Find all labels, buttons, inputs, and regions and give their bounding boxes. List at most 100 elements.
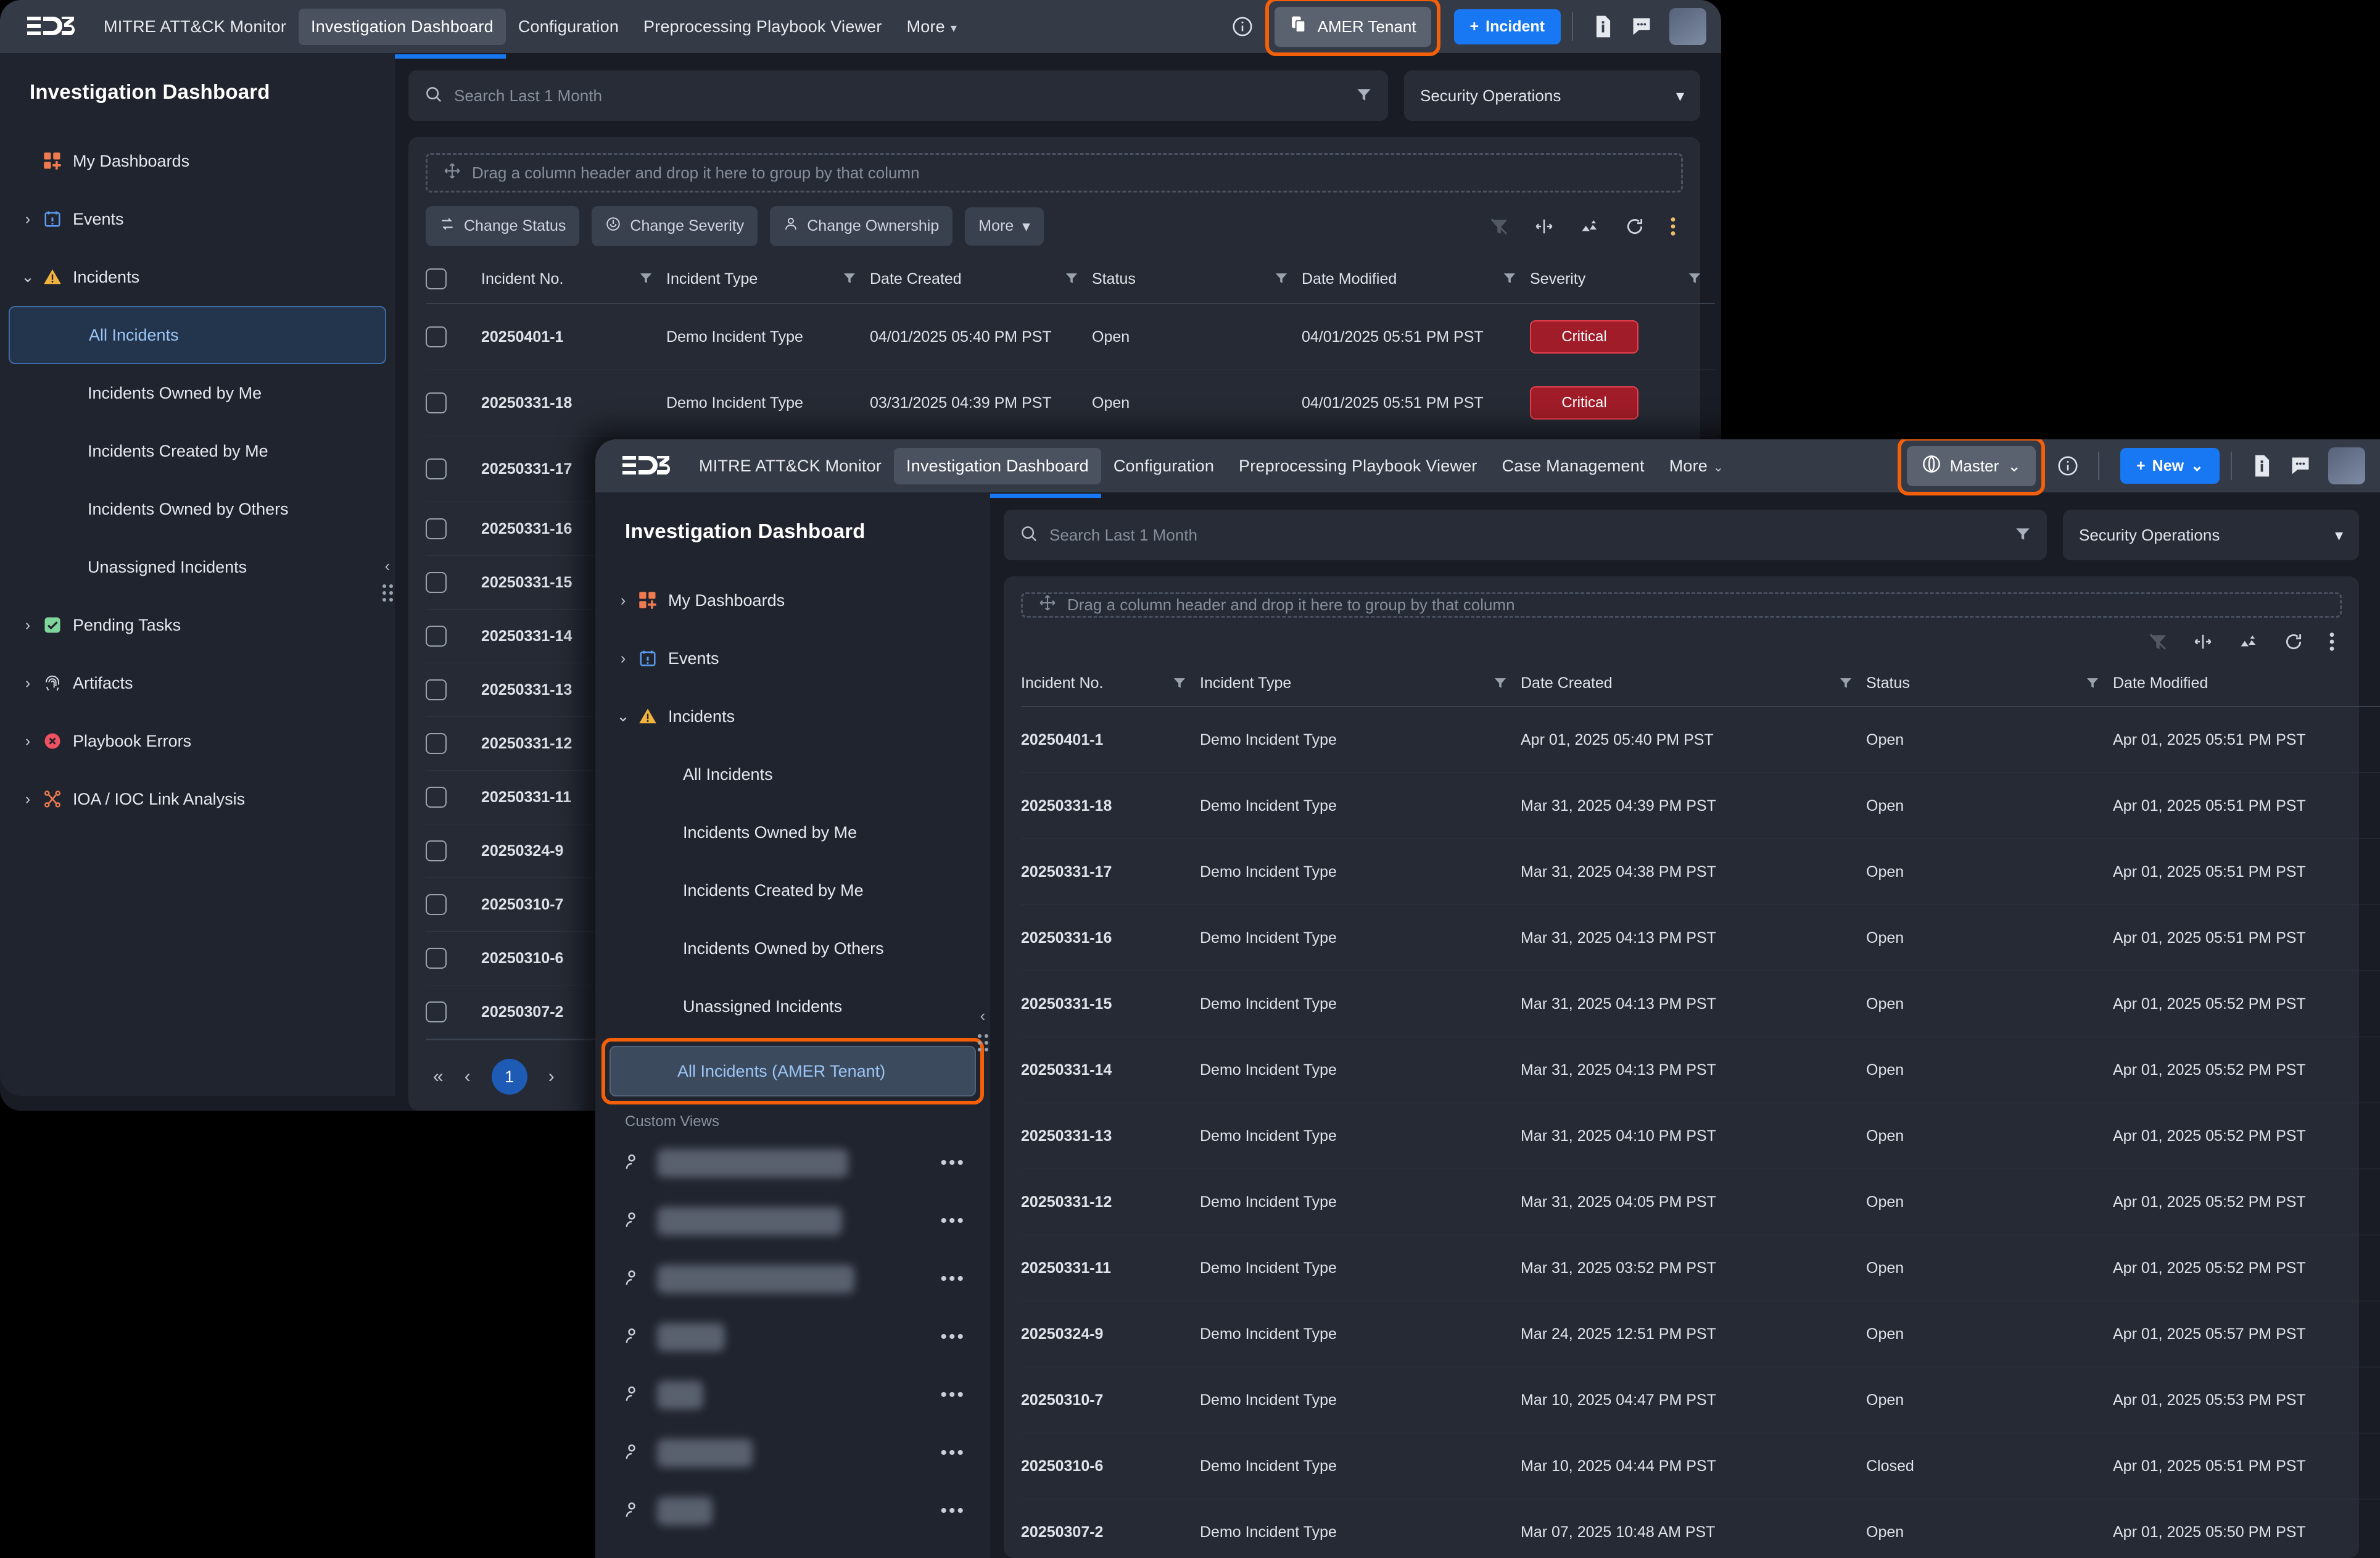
table-row[interactable]: 20250331-11 Demo Incident Type Mar 31, 202… — [1021, 1235, 2380, 1301]
info-icon[interactable] — [1228, 12, 1257, 41]
row-checkbox[interactable] — [426, 1001, 447, 1022]
security-operations-select[interactable]: Security Operations ▾ — [1404, 70, 1700, 121]
filter-icon[interactable] — [1356, 86, 1372, 106]
d3-logo[interactable] — [622, 453, 671, 479]
table-row[interactable]: 20250331-13 Demo Incident Type Mar 31, 202… — [1021, 1103, 2380, 1169]
expand-icon[interactable] — [2238, 632, 2259, 651]
chat-icon[interactable] — [2286, 452, 2315, 480]
view-options-icon[interactable]: ••• — [940, 1211, 965, 1231]
sidebar-item-unassigned-incidents[interactable]: Unassigned Incidents — [88, 557, 247, 576]
new-button[interactable]: + New ⌄ — [2120, 448, 2220, 484]
list-item[interactable]: ••• — [595, 1134, 990, 1192]
col-status[interactable]: Status — [1092, 257, 1302, 304]
sidebar-item-playbook-errors[interactable]: › Playbook Errors — [0, 712, 395, 770]
group-by-dropzone[interactable]: Drag a column header and drop it here to… — [1021, 592, 2342, 618]
refresh-icon[interactable] — [2284, 632, 2304, 652]
change-status-button[interactable]: Change Status — [426, 206, 580, 246]
row-select-cell[interactable] — [426, 609, 481, 663]
table-row[interactable]: 20250331-12 Demo Incident Type Mar 31, 202… — [1021, 1169, 2380, 1235]
sidebar-item-all-incidents[interactable]: All Incidents — [683, 764, 773, 784]
filter-icon[interactable] — [1494, 676, 1507, 694]
row-checkbox[interactable] — [426, 787, 447, 808]
row-checkbox[interactable] — [426, 518, 447, 539]
document-info-icon[interactable] — [1589, 12, 1618, 41]
table-row[interactable]: 20250310-7 Demo Incident Type Mar 10, 2025… — [1021, 1367, 2380, 1433]
col-incident-no[interactable]: Incident No. — [481, 257, 666, 304]
fit-columns-icon[interactable] — [1534, 217, 1555, 236]
sidebar-item-incidents[interactable]: ⌄ Incidents — [0, 248, 395, 306]
row-checkbox[interactable] — [426, 679, 447, 700]
table-row[interactable]: 20250401-1 Demo Incident Type Apr 01, 2025… — [1021, 706, 2380, 773]
list-item[interactable]: ••• — [595, 1192, 990, 1250]
row-checkbox[interactable] — [426, 733, 447, 754]
sidebar-item-incidents-owned-by-others[interactable]: Incidents Owned by Others — [88, 499, 289, 518]
sidebar-item-ioa-ioc-link-analysis[interactable]: › IOA / IOC Link Analysis — [0, 770, 395, 828]
row-select-cell[interactable] — [426, 436, 481, 502]
sidebar-item-all-incidents[interactable]: All Incidents — [9, 306, 386, 364]
filter-icon[interactable] — [1065, 271, 1078, 289]
search-input[interactable]: Search Last 1 Month — [408, 70, 1388, 121]
nav-investigation-dashboard[interactable]: Investigation Dashboard — [894, 447, 1101, 498]
expand-icon[interactable] — [1579, 217, 1600, 236]
security-operations-select[interactable]: Security Operations ▾ — [2063, 510, 2359, 560]
nav-more[interactable]: More ▾ — [895, 9, 970, 45]
pager-next[interactable]: › — [548, 1066, 555, 1087]
col-severity[interactable]: Severity — [1530, 257, 1715, 304]
row-select-cell[interactable] — [426, 824, 481, 878]
table-row[interactable]: 20250331-15 Demo Incident Type Mar 31, 202… — [1021, 971, 2380, 1037]
list-item[interactable]: ••• — [595, 1250, 990, 1308]
row-select-cell[interactable] — [426, 877, 481, 932]
more-actions-button[interactable]: More ▾ — [965, 207, 1044, 246]
search-input[interactable]: Search Last 1 Month — [1004, 510, 2047, 560]
filter-icon[interactable] — [1173, 676, 1186, 694]
filter-icon[interactable] — [1688, 271, 1701, 289]
filter-icon[interactable] — [639, 271, 653, 289]
sidebar-item-unassigned-incidents[interactable]: Unassigned Incidents — [683, 997, 843, 1016]
list-item[interactable]: ••• — [595, 1482, 990, 1540]
view-options-icon[interactable]: ••• — [940, 1269, 965, 1289]
sidebar-item-my-dashboards[interactable]: My Dashboards — [0, 132, 395, 190]
col-status[interactable]: Status — [1866, 663, 2113, 707]
sidebar-item-events[interactable]: › Events — [595, 629, 990, 687]
filter-icon[interactable] — [1503, 271, 1516, 289]
row-checkbox[interactable] — [426, 840, 447, 861]
pager-prev[interactable]: ‹ — [464, 1066, 471, 1087]
info-icon[interactable] — [2054, 452, 2082, 480]
clear-filter-icon[interactable] — [1489, 217, 1509, 236]
list-item[interactable]: ••• — [595, 1424, 990, 1482]
row-select-cell[interactable] — [426, 770, 481, 824]
nav-configuration[interactable]: Configuration — [518, 17, 619, 36]
nav-mitre-attack-monitor[interactable]: MITRE ATT&CK Monitor — [699, 456, 882, 475]
nav-more[interactable]: More ⌄ — [1657, 448, 1736, 484]
new-incident-button[interactable]: + Incident — [1453, 9, 1561, 44]
user-avatar[interactable] — [1669, 8, 1706, 45]
group-by-dropzone[interactable]: Drag a column header and drop it here to… — [426, 153, 1683, 193]
tenant-selector-button[interactable]: AMER Tenant — [1274, 6, 1431, 47]
col-incident-type[interactable]: Incident Type — [1200, 663, 1521, 707]
user-avatar[interactable] — [2328, 447, 2365, 484]
tenant-selector-button[interactable]: Master ⌄ — [1906, 445, 2036, 486]
view-options-icon[interactable]: ••• — [940, 1385, 965, 1405]
row-checkbox[interactable] — [426, 326, 447, 347]
row-select-cell[interactable] — [426, 370, 481, 436]
row-select-cell[interactable] — [426, 555, 481, 610]
row-checkbox[interactable] — [426, 894, 447, 915]
pager-page-1[interactable]: 1 — [491, 1059, 527, 1095]
table-row[interactable]: 20250331-16 Demo Incident Type Mar 31, 202… — [1021, 905, 2380, 971]
row-checkbox[interactable] — [426, 572, 447, 593]
table-row[interactable]: 20250401-1 Demo Incident Type 04/01/2025 0… — [426, 304, 1715, 370]
nav-mitre-attack-monitor[interactable]: MITRE ATT&CK Monitor — [104, 17, 287, 36]
col-incident-type[interactable]: Incident Type — [666, 257, 870, 304]
row-select-cell[interactable] — [426, 663, 481, 717]
col-date-created[interactable]: Date Created — [870, 257, 1092, 304]
sidebar-item-incidents-created-by-me[interactable]: Incidents Created by Me — [88, 441, 268, 460]
filter-icon[interactable] — [1839, 676, 1853, 694]
more-vertical-icon[interactable] — [2328, 631, 2336, 652]
refresh-icon[interactable] — [1625, 217, 1645, 236]
row-checkbox[interactable] — [426, 392, 447, 413]
col-date-created[interactable]: Date Created — [1521, 663, 1866, 707]
list-item[interactable]: ••• — [595, 1308, 990, 1366]
chat-icon[interactable] — [1627, 12, 1656, 41]
fit-columns-icon[interactable] — [2192, 632, 2213, 651]
sidebar-collapse-handle[interactable]: ‹ — [974, 982, 991, 1075]
